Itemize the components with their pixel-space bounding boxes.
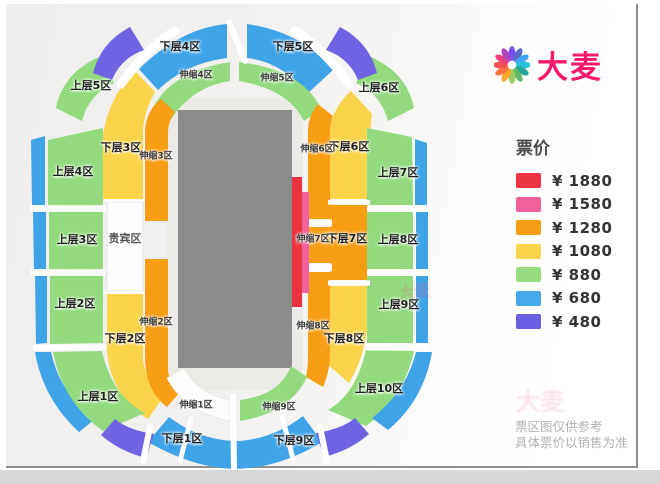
section-lower-4[interactable]: [139, 24, 227, 90]
section-upper-7[interactable]: [367, 128, 413, 205]
section-vip[interactable]: [106, 201, 144, 292]
price-swatch-1080: [516, 243, 541, 259]
price-swatch-880: [516, 267, 541, 283]
outer-blue-3[interactable]: [33, 212, 46, 269]
legend-row: ¥ 1080: [516, 240, 612, 264]
outer-blue-10[interactable]: [372, 352, 432, 430]
legend-row: ¥ 1580: [516, 193, 612, 217]
divider-lines: [30, 199, 429, 351]
section-upper-4[interactable]: [48, 128, 103, 205]
price-label-1080: ¥ 1080: [552, 242, 613, 261]
stage: [178, 110, 292, 368]
price-swatch-1580: [516, 196, 541, 212]
section-pink-1580[interactable]: [301, 192, 309, 293]
legend-row: ¥ 480: [516, 310, 612, 334]
disclaimer-line-1: 票区图仅供参考: [515, 419, 603, 434]
section-upper-9[interactable]: [367, 276, 413, 343]
outer-blue-4[interactable]: [31, 136, 45, 205]
price-label-1580: ¥ 1580: [552, 195, 613, 214]
price-label-680: ¥ 680: [552, 289, 602, 308]
price-swatch-680: [516, 290, 541, 306]
price-legend: 票价 ¥ 1880 ¥ 1580 ¥ 1280 ¥ 1080 ¥ 880 ¥ 6…: [516, 134, 612, 334]
section-retract-6[interactable]: [308, 104, 333, 219]
disclaimer-line-2: 具体票价以销售为准: [515, 434, 628, 450]
disclaimer: 票区图仅供参考 具体票价以销售为准: [515, 419, 628, 450]
legend-row: ¥ 680: [516, 287, 612, 311]
section-upper-8[interactable]: [367, 212, 413, 269]
section-purple-br[interactable]: [316, 418, 369, 457]
section-purple-bl[interactable]: [101, 419, 154, 458]
section-lower-6[interactable]: [330, 91, 372, 199]
arena-svg: [30, 19, 432, 470]
section-retract-9[interactable]: [240, 366, 307, 421]
section-lower-3[interactable]: [103, 71, 155, 199]
legend-row: ¥ 880: [516, 263, 612, 287]
section-retract-8[interactable]: [306, 272, 330, 387]
legend-row: ¥ 1880: [516, 169, 612, 193]
section-lower-8[interactable]: [327, 286, 368, 383]
outer-blue-2[interactable]: [35, 276, 47, 344]
section-retract-7[interactable]: [308, 227, 330, 263]
section-purple-tl[interactable]: [93, 27, 144, 80]
outer-blue-7[interactable]: [415, 139, 427, 205]
damai-flower-icon: [494, 45, 530, 84]
section-lower-2[interactable]: [107, 294, 164, 419]
seat-map: 上层5区 上层4区 上层3区 上层2区 上层1区 上层6区 上层7区 上层8区 …: [30, 19, 432, 470]
section-upper-1[interactable]: [53, 351, 145, 431]
price-swatch-480: [516, 314, 541, 330]
section-red-1880[interactable]: [292, 177, 302, 307]
price-swatch-1280: [516, 220, 541, 236]
section-lower-5[interactable]: [247, 24, 333, 94]
section-retract-1[interactable]: [166, 367, 231, 422]
section-purple-tr[interactable]: [326, 27, 377, 80]
price-label-1880: ¥ 1880: [552, 171, 613, 190]
outer-blue-8[interactable]: [416, 212, 428, 269]
section-lower-7[interactable]: [330, 205, 368, 280]
section-retract-2[interactable]: [145, 259, 181, 407]
brand-name: 大麦: [537, 50, 603, 86]
section-upper-2[interactable]: [50, 276, 103, 344]
aisles: [116, 19, 354, 470]
section-upper-10[interactable]: [328, 350, 414, 426]
price-label-480: ¥ 480: [552, 312, 602, 331]
price-swatch-1880: [516, 173, 541, 189]
section-retract-3[interactable]: [145, 99, 175, 221]
bottom-strip: [0, 470, 660, 484]
outer-blue-9[interactable]: [416, 276, 428, 343]
section-upper-3[interactable]: [49, 212, 103, 269]
price-label-1280: ¥ 1280: [552, 218, 613, 237]
legend-title: 票价: [516, 139, 550, 159]
legend-row: ¥ 1280: [516, 216, 612, 240]
brand-logo: 大麦: [494, 42, 603, 87]
outer-blue-1[interactable]: [35, 352, 95, 432]
section-retract-5[interactable]: [239, 62, 321, 121]
price-label-880: ¥ 880: [552, 265, 602, 284]
